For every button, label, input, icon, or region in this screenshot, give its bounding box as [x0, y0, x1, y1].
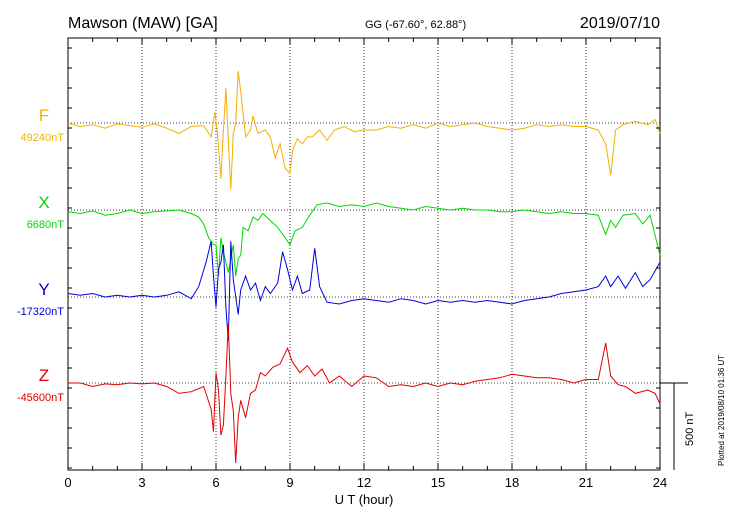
series-baseline-label-f: 49240nT [21, 132, 65, 144]
series-line-y [67, 241, 661, 341]
series-line-z [68, 323, 661, 464]
x-tick-label: 18 [505, 475, 519, 490]
x-axis-label: U T (hour) [335, 492, 394, 507]
x-tick-label: 3 [138, 475, 145, 490]
x-tick-label: 24 [653, 475, 667, 490]
x-tick-label: 0 [64, 475, 71, 490]
scale-bar: 500 nT [660, 382, 696, 470]
geo-coords: GG (-67.60°, 62.88°) [365, 19, 466, 31]
series-name-x: X [38, 193, 49, 212]
x-tick-label: 9 [286, 475, 293, 490]
axis-layer: 0 3 6 9 12 15 18 21 24 F 49240nT X 6680nT Y -17320nT Z -… [17, 38, 667, 490]
series-line-f [67, 70, 661, 190]
series-name-f: F [39, 106, 49, 125]
series-baseline-label-y: -17320nT [17, 306, 64, 318]
grid-layer [68, 38, 660, 470]
x-tick-label: 21 [579, 475, 593, 490]
series-line-x [67, 202, 661, 277]
series-baseline-label-z: -45600nT [17, 392, 64, 404]
x-tick-label: 15 [431, 475, 445, 490]
x-tick-label: 6 [212, 475, 219, 490]
series-name-y: Y [38, 280, 49, 299]
series-layer [67, 70, 661, 464]
scale-bar-label: 500 nT [684, 411, 696, 446]
x-tick-label: 12 [357, 475, 371, 490]
station-title: Mawson (MAW) [GA] [68, 15, 218, 32]
series-baseline-label-x: 6680nT [27, 219, 65, 231]
series-name-z: Z [39, 366, 49, 385]
plotted-at-note: Plotted at 2019/08/10 01:36 UT [717, 355, 726, 466]
chart-date: 2019/07/10 [580, 15, 660, 32]
